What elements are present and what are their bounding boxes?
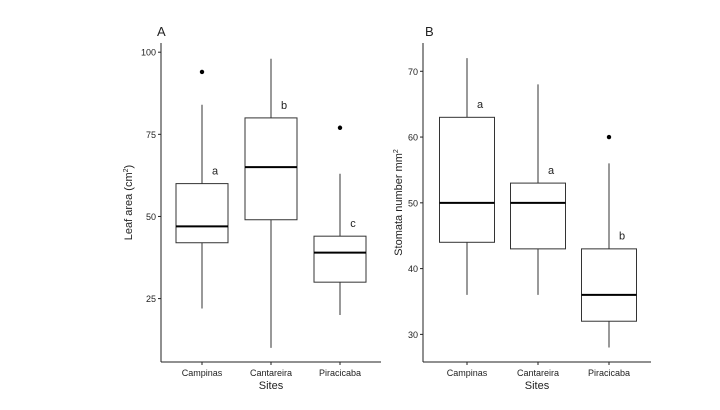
significance-letter: a <box>477 99 484 111</box>
box-cantareira: a <box>510 84 566 295</box>
x-tick-label: Piracicaba <box>319 368 361 378</box>
box-piracicaba: b <box>581 134 637 348</box>
box-campinas: a <box>175 69 229 309</box>
panel-A: A 25 50 75 100 Campinas a Cantareira b Piracicaba… <box>123 24 381 392</box>
x-tick-label: Piracicaba <box>588 368 630 378</box>
box-piracicaba: c <box>313 125 367 316</box>
x-tick-label: Campinas <box>447 368 488 378</box>
y-axis-label-end: ) <box>123 165 135 169</box>
box-campinas: a <box>439 58 495 295</box>
y-axis-label-text: Leaf area (cm <box>123 172 135 240</box>
outlier-point <box>337 125 343 130</box>
x-tick-label: Cantareira <box>250 368 292 378</box>
outlier-point <box>199 69 205 75</box>
box-iqr <box>510 182 566 250</box>
y-axis-label: Leaf area (cm2) <box>123 165 135 240</box>
panel-B: B 30 40 50 60 70 Campinas a Cantareira a Piracicab… <box>393 24 651 392</box>
panel-label: A <box>157 24 166 39</box>
significance-letter: a <box>212 165 219 177</box>
x-tick-label: Cantareira <box>517 368 559 378</box>
box-iqr <box>439 116 495 243</box>
y-axis-label-superscript: 2 <box>123 168 130 172</box>
y-axis-label: Stomata number mm2 <box>393 149 405 256</box>
y-tick-label: 30 <box>408 330 418 340</box>
y-tick-label: 50 <box>146 212 156 222</box>
y-tick-label: 75 <box>146 130 156 140</box>
x-tick-label: Campinas <box>182 368 223 378</box>
outlier-point <box>606 134 612 140</box>
box-iqr <box>581 248 637 322</box>
y-tick-label: 25 <box>146 294 156 304</box>
box-cantareira: b <box>244 58 298 348</box>
significance-letter: a <box>548 165 555 177</box>
y-tick-label: 50 <box>408 198 418 208</box>
y-tick-label: 100 <box>141 48 156 58</box>
x-axis-label: Sites <box>259 380 284 392</box>
y-tick-label: 60 <box>408 133 418 143</box>
y-axis-label-text: Stomata number mm <box>393 153 405 256</box>
y-tick-label: 70 <box>408 67 418 77</box>
box-iqr <box>175 183 229 244</box>
y-tick-label: 40 <box>408 264 418 274</box>
x-axis-label: Sites <box>525 380 550 392</box>
y-axis-label-superscript: 2 <box>393 149 400 153</box>
significance-letter: c <box>350 218 356 230</box>
box-iqr <box>313 235 367 283</box>
box-iqr <box>244 117 298 221</box>
panel-label: B <box>425 24 434 39</box>
significance-letter: b <box>281 100 287 112</box>
significance-letter: b <box>619 231 625 243</box>
